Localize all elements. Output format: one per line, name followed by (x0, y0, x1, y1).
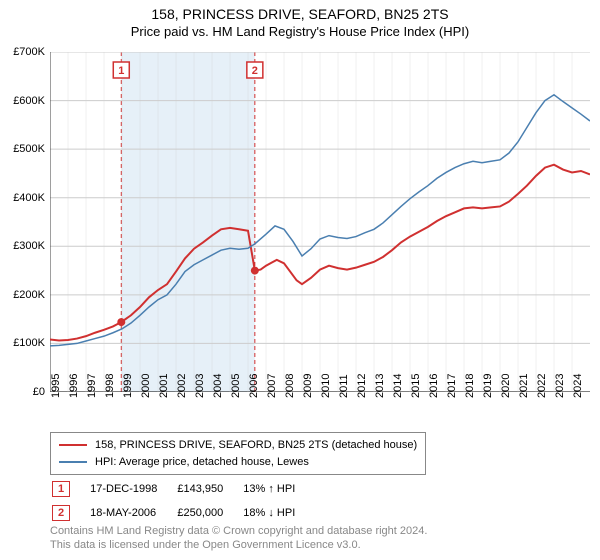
x-axis-label: 2016 (428, 374, 440, 398)
y-axis-label: £200K (13, 289, 45, 301)
title-line-2: Price paid vs. HM Land Registry's House … (0, 24, 600, 39)
title-block: 158, PRINCESS DRIVE, SEAFORD, BN25 2TS P… (0, 0, 600, 39)
marker-price: £250,000 (177, 502, 241, 524)
marker-delta: 13% ↑ HPI (243, 478, 313, 500)
y-axis-label: £100K (13, 337, 45, 349)
legend-swatch (59, 461, 87, 463)
x-axis-label: 1996 (68, 374, 80, 398)
legend-item: HPI: Average price, detached house, Lewe… (59, 454, 417, 471)
x-axis-label: 1995 (50, 374, 62, 398)
marker-table: 1 17-DEC-1998£143,95013% ↑ HPI 2 18-MAY-200… (50, 476, 315, 526)
x-axis-label: 2021 (518, 374, 530, 398)
legend-item: 158, PRINCESS DRIVE, SEAFORD, BN25 2TS (… (59, 437, 417, 454)
x-axis-label: 2014 (392, 374, 404, 398)
title-line-1: 158, PRINCESS DRIVE, SEAFORD, BN25 2TS (0, 6, 600, 22)
legend-label: HPI: Average price, detached house, Lewe… (95, 454, 309, 471)
marker-row: 1 17-DEC-1998£143,95013% ↑ HPI (52, 478, 313, 500)
x-axis-label: 2003 (194, 374, 206, 398)
marker-price: £143,950 (177, 478, 241, 500)
x-axis-label: 2024 (572, 374, 584, 398)
marker-delta: 18% ↓ HPI (243, 502, 313, 524)
x-axis-label: 2012 (356, 374, 368, 398)
legend-label: 158, PRINCESS DRIVE, SEAFORD, BN25 2TS (… (95, 437, 417, 454)
x-axis-label: 1998 (104, 374, 116, 398)
x-axis-label: 2001 (158, 374, 170, 398)
x-axis-label: 2022 (536, 374, 548, 398)
y-axis-label: £500K (13, 143, 45, 155)
legend-swatch (59, 444, 87, 446)
legend: 158, PRINCESS DRIVE, SEAFORD, BN25 2TS (… (50, 432, 426, 475)
x-axis-label: 2017 (446, 374, 458, 398)
chart-svg: 12 (50, 52, 590, 392)
x-axis-label: 2019 (482, 374, 494, 398)
x-axis-label: 2002 (176, 374, 188, 398)
marker-row: 2 18-MAY-2006£250,00018% ↓ HPI (52, 502, 313, 524)
svg-text:1: 1 (118, 65, 124, 77)
y-axis-label: £700K (13, 46, 45, 58)
marker-date: 18-MAY-2006 (90, 502, 175, 524)
footer-text: Contains HM Land Registry data © Crown c… (50, 524, 427, 553)
x-axis-label: 2006 (248, 374, 260, 398)
footer-line-2: This data is licensed under the Open Gov… (50, 538, 427, 552)
x-axis-label: 2008 (284, 374, 296, 398)
x-axis-label: 2007 (266, 374, 278, 398)
x-axis-label: 2009 (302, 374, 314, 398)
y-axis-label: £400K (13, 192, 45, 204)
y-axis-label: £300K (13, 240, 45, 252)
x-axis-label: 2004 (212, 374, 224, 398)
footer-line-1: Contains HM Land Registry data © Crown c… (50, 524, 427, 538)
chart-area: 12 £0£100K£200K£300K£400K£500K£600K£700K… (50, 52, 590, 392)
x-axis-label: 2018 (464, 374, 476, 398)
x-axis-label: 2000 (140, 374, 152, 398)
marker-date: 17-DEC-1998 (90, 478, 175, 500)
x-axis-label: 2013 (374, 374, 386, 398)
chart-container: 158, PRINCESS DRIVE, SEAFORD, BN25 2TS P… (0, 0, 600, 560)
x-axis-label: 2010 (320, 374, 332, 398)
x-axis-label: 1997 (86, 374, 98, 398)
marker-id-box: 2 (52, 505, 70, 521)
x-axis-label: 2020 (500, 374, 512, 398)
marker-id-box: 1 (52, 481, 70, 497)
y-axis-label: £0 (33, 386, 45, 398)
x-axis-label: 2023 (554, 374, 566, 398)
x-axis-label: 1999 (122, 374, 134, 398)
x-axis-label: 2011 (338, 374, 350, 398)
x-axis-label: 2015 (410, 374, 422, 398)
y-axis-label: £600K (13, 95, 45, 107)
x-axis-label: 2005 (230, 374, 242, 398)
svg-text:2: 2 (252, 65, 258, 77)
